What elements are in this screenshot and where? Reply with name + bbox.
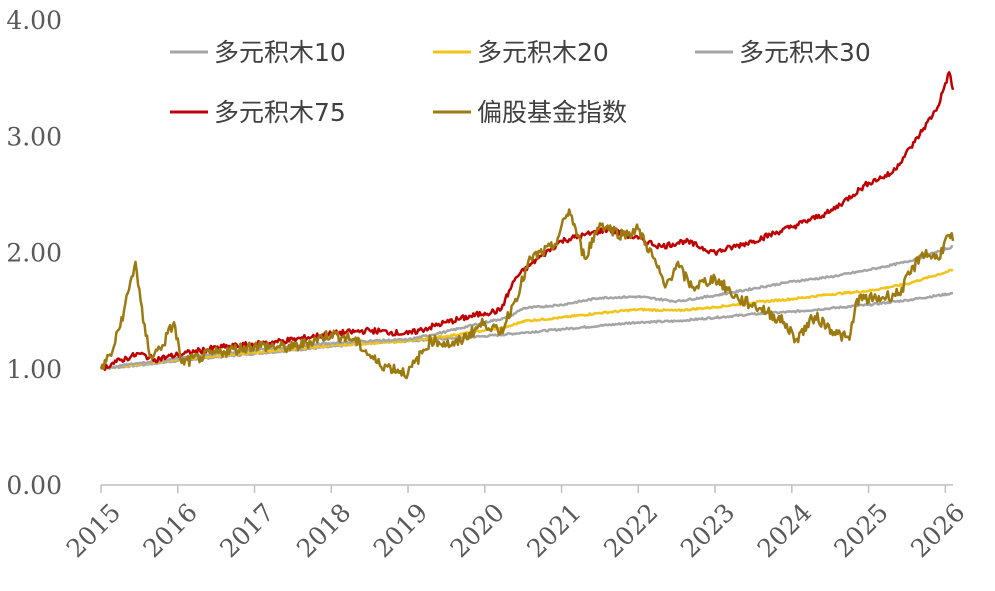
y-axis: 0.00 1.00 2.00 3.00 4.00: [6, 6, 62, 500]
x-tick-label: 2017: [214, 498, 279, 563]
x-tick-label: 2019: [368, 498, 433, 563]
plot-area: [99, 71, 955, 380]
x-tick-label: 2018: [291, 498, 356, 563]
x-tick-label: 2016: [138, 498, 203, 563]
x-tick-label: 2015: [61, 498, 126, 563]
legend-label: 多元积木75: [214, 98, 346, 127]
x-tick-label: 2020: [445, 498, 510, 563]
y-tick-label: 2.00: [6, 239, 62, 268]
y-tick-label: 4.00: [6, 6, 62, 35]
legend-label: 多元积木30: [739, 38, 871, 67]
series-line-1: [100, 291, 954, 371]
x-tick-label: 2023: [675, 498, 740, 563]
x-tick-label: 2024: [752, 498, 817, 563]
y-tick-label: 0.00: [6, 471, 62, 500]
legend-label: 多元积木10: [214, 38, 346, 67]
y-tick-label: 3.00: [6, 122, 62, 151]
legend: 多元积木10 多元积木20 多元积木30 多元积木75 偏股基金指数: [170, 38, 871, 127]
legend-label: 偏股基金指数: [477, 98, 627, 127]
x-tick-label: 2026: [905, 498, 970, 563]
series-line-4: [99, 71, 955, 372]
legend-label: 多元积木20: [477, 38, 609, 67]
x-axis: 2015 2016 2017 2018 2019 2020 2021 2022 2023 2024…: [61, 484, 971, 563]
x-tick-label: 2025: [828, 498, 893, 563]
y-tick-label: 1.00: [6, 355, 62, 384]
x-tick-label: 2022: [598, 498, 663, 563]
series-line-2: [100, 268, 954, 371]
series-line-5: [99, 208, 955, 380]
x-tick-label: 2021: [521, 498, 586, 563]
